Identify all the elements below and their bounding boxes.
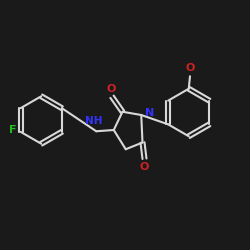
Text: N: N [145, 108, 154, 118]
Text: NH: NH [86, 116, 103, 126]
Text: F: F [9, 125, 16, 135]
Text: O: O [107, 84, 116, 94]
Text: O: O [140, 162, 149, 172]
Text: O: O [186, 63, 195, 73]
